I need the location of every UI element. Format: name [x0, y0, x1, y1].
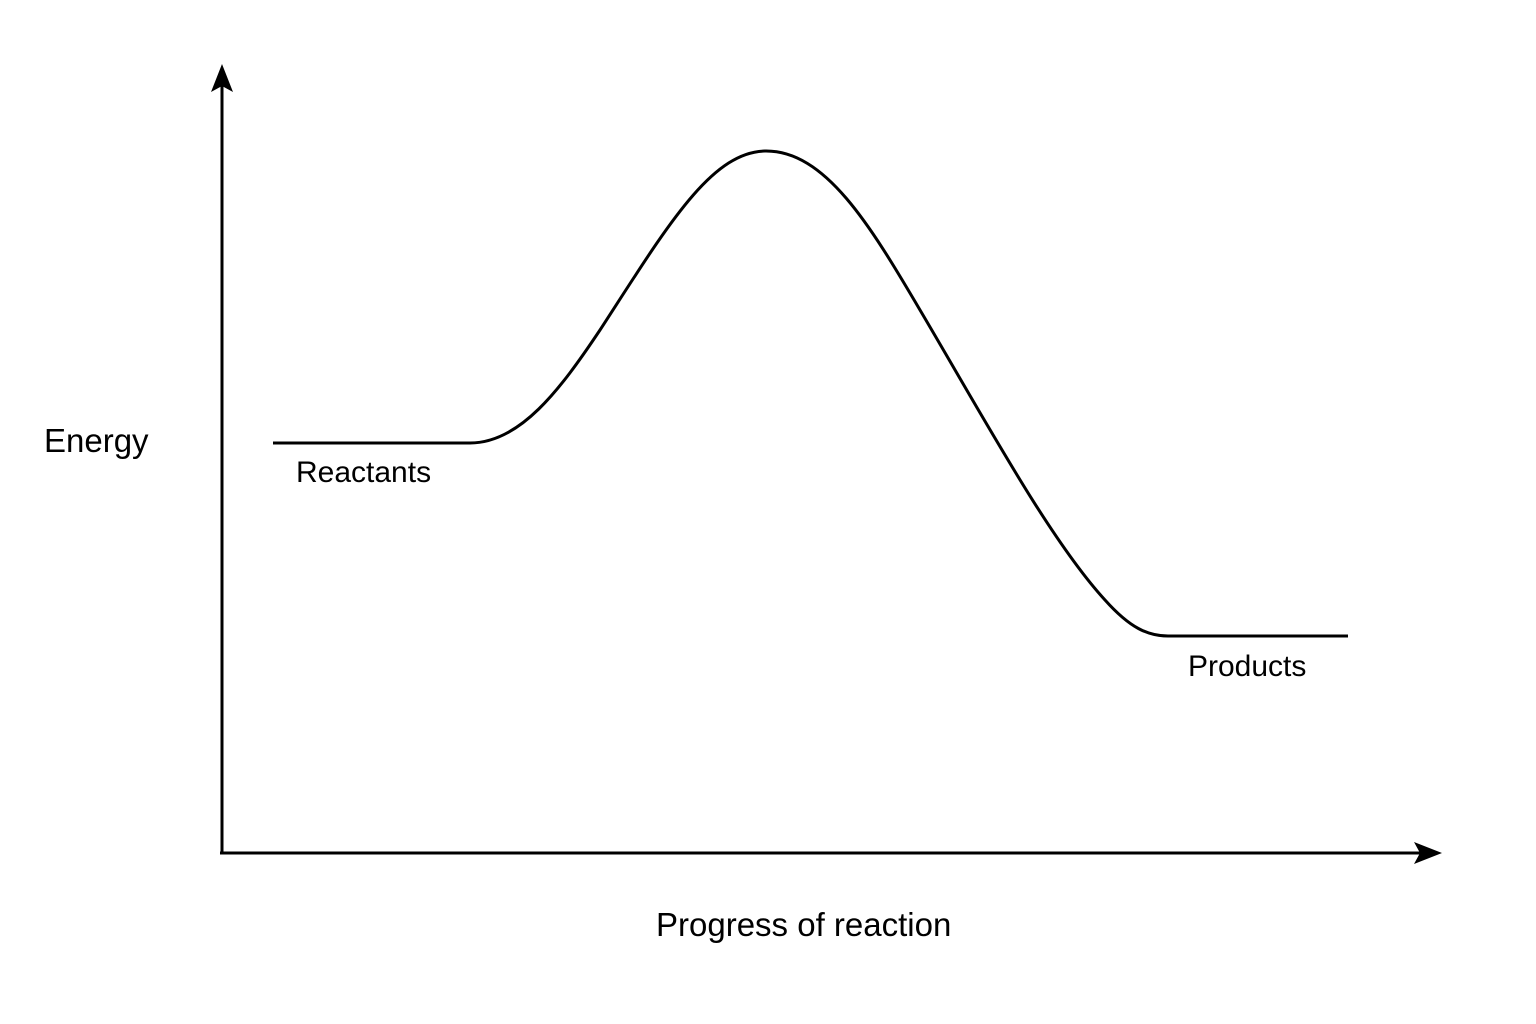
products-label: Products [1188, 650, 1307, 683]
energy-curve [273, 149, 1348, 638]
y-axis-label: Energy [44, 422, 149, 459]
x-axis-arrowhead [1414, 842, 1442, 864]
x-axis-label: Progress of reaction [656, 906, 952, 943]
reactants-label: Reactants [296, 456, 432, 489]
y-axis-arrowhead [211, 64, 233, 92]
